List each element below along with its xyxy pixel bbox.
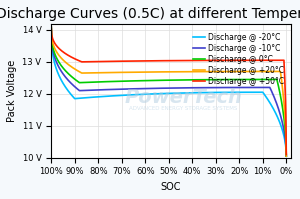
Discharge @ -10°C (50, 25, 53, 28)
Discharge @ +20°C (110, 71, 113, 74)
Discharge @ +50°C (110, 60, 113, 62)
Discharge @ -10°C (110, 88, 113, 91)
Discharge @ 0°C (91, 81, 94, 83)
Y-axis label: Pack Voltage: Pack Voltage (7, 60, 17, 122)
Discharge @ +50°C (206, 59, 210, 62)
Legend: Discharge @ -20°C, Discharge @ -10°C, Discharge @ 0°C, Discharge @ +20°C, Discha: Discharge @ -20°C, Discharge @ -10°C, Di… (190, 30, 287, 89)
Discharge @ -10°C (156, 87, 159, 90)
Discharge @ 0°C (284, 155, 288, 157)
Discharge @ +20°C (188, 70, 192, 73)
Discharge @ -20°C (206, 91, 210, 94)
X-axis label: SOC: SOC (161, 182, 182, 192)
Discharge @ +20°C (91, 72, 94, 74)
Discharge @ 0°C (110, 80, 113, 83)
Text: ADVANCED ENERGY STORAGE SYSTEMS: ADVANCED ENERGY STORAGE SYSTEMS (129, 106, 237, 111)
Discharge @ -20°C (91, 96, 94, 98)
Discharge @ -20°C (50, 25, 53, 28)
Line: Discharge @ 0°C: Discharge @ 0°C (51, 27, 286, 156)
Discharge @ +20°C (284, 155, 288, 157)
Discharge @ +50°C (91, 60, 94, 63)
Line: Discharge @ +50°C: Discharge @ +50°C (51, 27, 286, 155)
Discharge @ +20°C (50, 25, 53, 28)
Discharge @ -20°C (188, 92, 192, 94)
Discharge @ +20°C (206, 70, 210, 73)
Discharge @ 0°C (50, 25, 53, 28)
Discharge @ +50°C (284, 153, 288, 156)
Discharge @ 0°C (156, 79, 159, 82)
Discharge @ -20°C (110, 95, 113, 97)
Discharge @ 0°C (226, 78, 230, 81)
Discharge @ -10°C (226, 86, 230, 89)
Discharge @ +20°C (156, 71, 159, 73)
Text: PowerTech: PowerTech (124, 88, 242, 107)
Discharge @ -10°C (188, 87, 192, 89)
Discharge @ -10°C (284, 155, 288, 157)
Line: Discharge @ -10°C: Discharge @ -10°C (51, 27, 286, 156)
Discharge @ -10°C (206, 86, 210, 89)
Discharge @ -20°C (226, 91, 230, 94)
Discharge @ 0°C (188, 79, 192, 81)
Discharge @ -10°C (91, 89, 94, 91)
Discharge @ +50°C (156, 60, 159, 62)
Discharge @ +50°C (50, 25, 53, 28)
Discharge @ 0°C (206, 78, 210, 81)
Discharge @ -20°C (156, 93, 159, 95)
Discharge @ +50°C (188, 59, 192, 62)
Discharge @ -20°C (284, 155, 288, 157)
Discharge @ +20°C (226, 70, 230, 73)
Title: Discharge Curves (0.5C) at different Temperatures: Discharge Curves (0.5C) at different Tem… (0, 7, 300, 21)
Discharge @ +50°C (226, 59, 230, 61)
Line: Discharge @ -20°C: Discharge @ -20°C (51, 27, 286, 156)
Line: Discharge @ +20°C: Discharge @ +20°C (51, 27, 286, 156)
